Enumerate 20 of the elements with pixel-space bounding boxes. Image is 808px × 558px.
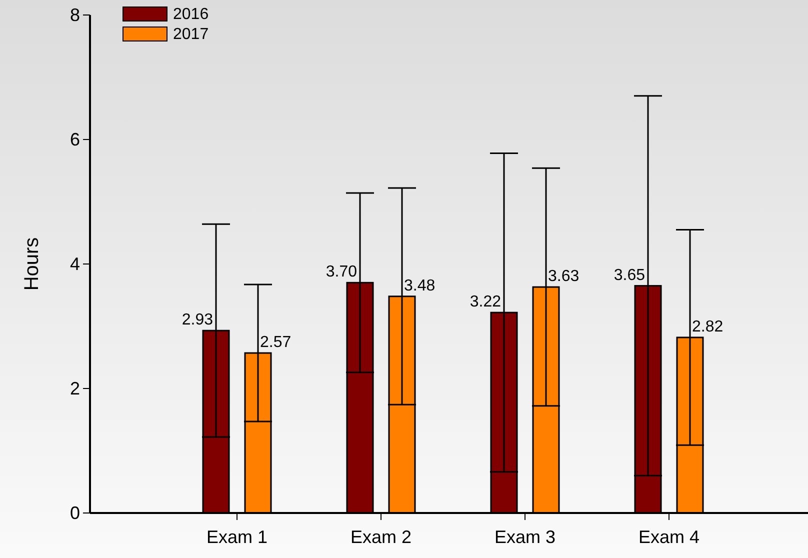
data-label: 2.57: [260, 334, 292, 352]
data-label: 3.22: [470, 294, 502, 311]
y-tick-label: 6: [70, 129, 80, 150]
legend-label: 2017: [173, 26, 209, 43]
data-label: 3.70: [326, 264, 358, 281]
x-tick-label: Exam 4: [638, 526, 700, 547]
y-tick-label: 0: [70, 502, 80, 523]
data-label: 2.93: [182, 312, 214, 329]
y-axis-title: Hours: [21, 237, 43, 291]
y-tick-label: 8: [70, 4, 80, 25]
data-label: 2.82: [692, 318, 724, 336]
y-tick-label: 2: [70, 378, 80, 398]
x-tick-label: Exam 3: [494, 526, 556, 547]
data-label: 3.65: [614, 266, 646, 284]
legend-label: 2016: [173, 6, 209, 23]
y-tick-label: 4: [70, 254, 80, 274]
data-label: 3.48: [404, 277, 436, 294]
x-tick-label: Exam 1: [206, 526, 268, 547]
x-tick-label: Exam 2: [350, 526, 412, 547]
data-label: 3.63: [548, 268, 580, 286]
